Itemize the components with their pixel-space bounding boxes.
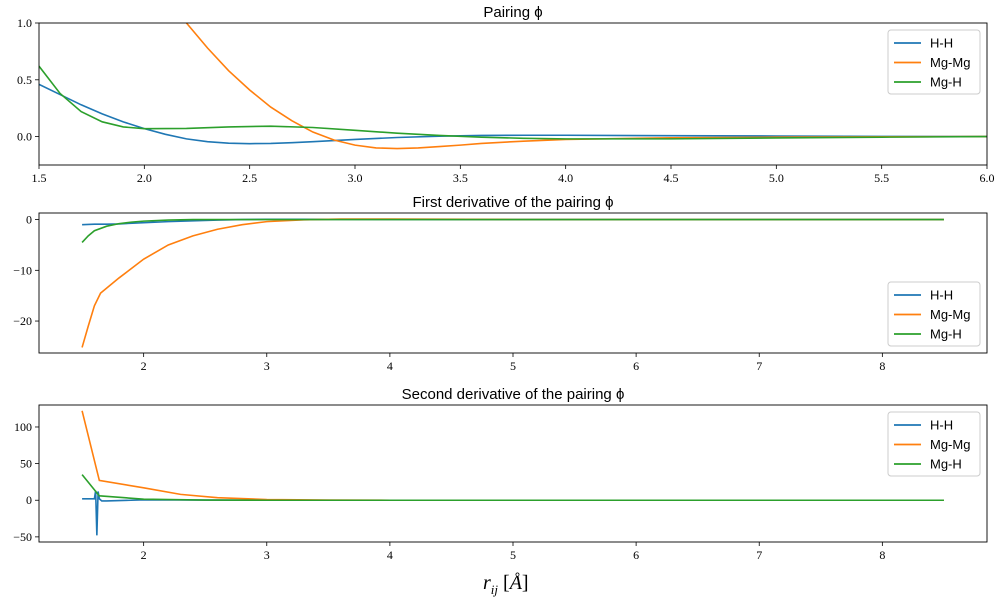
legend-label-mg-mg: Mg-Mg	[930, 55, 970, 70]
legend-label-mg-h: Mg-H	[930, 75, 962, 90]
y-tick-label: −10	[13, 263, 32, 277]
legend: H-H Mg-Mg Mg-H	[887, 411, 981, 477]
legend-label-mg-mg: Mg-Mg	[930, 437, 970, 452]
legend: H-H Mg-Mg Mg-H	[887, 281, 981, 347]
x-tick-label: 6	[633, 359, 639, 373]
x-tick-label: 5.5	[874, 171, 889, 185]
plot-frame	[38, 22, 988, 166]
second-derivative-panel: 2 3 4 5 6 7 8 100 50 0 −50 Second derivative of the…	[13, 386, 988, 562]
x-tick-label: 2	[141, 359, 147, 373]
legend-label-mg-h: Mg-H	[930, 327, 962, 342]
x-tick-label: 5	[510, 548, 516, 562]
x-tick-label: 6.0	[980, 171, 995, 185]
y-tick-label: 0.5	[17, 73, 32, 87]
x-tick-label: 2.0	[137, 171, 152, 185]
legend-label-h-h: H-H	[930, 288, 953, 303]
legend-label-mg-h: Mg-H	[930, 457, 962, 472]
series-line-mg-mg	[81, 410, 944, 502]
series-line-mg-mg	[185, 23, 987, 150]
series-line-mg-mg	[81, 218, 944, 348]
x-tick-label: 6	[633, 548, 639, 562]
y-tick-label: 100	[14, 420, 32, 434]
series-line-mg-h	[39, 65, 987, 140]
y-tick-label: −20	[13, 314, 32, 328]
legend-box	[887, 411, 981, 477]
y-tick-label: 0	[26, 213, 32, 227]
x-tick-label: 3	[264, 548, 270, 562]
legend-label-mg-mg: Mg-Mg	[930, 307, 970, 322]
x-tick-label: 8	[879, 548, 885, 562]
y-tick-label: −50	[13, 530, 32, 544]
series-line-mg-h	[81, 218, 944, 243]
x-tick-label: 7	[756, 359, 762, 373]
x-tick-label: 1.5	[32, 171, 47, 185]
y-tick-label: 0	[26, 493, 32, 507]
legend: H-H Mg-Mg Mg-H	[887, 29, 981, 95]
x-tick-label: 2.5	[242, 171, 257, 185]
x-tick-label: 2	[141, 548, 147, 562]
x-tick-label: 8	[879, 359, 885, 373]
y-tick-label: 1.0	[17, 16, 32, 30]
x-tick-label: 3.5	[453, 171, 468, 185]
pairing-panel: 1.5 2.0 2.5 3.0 3.5 4.0 4.5 5.0 5.5 6.0 0.0 0.5 1.0 P…	[17, 4, 995, 185]
x-tick-label: 5	[510, 359, 516, 373]
legend-label-h-h: H-H	[930, 418, 953, 433]
panel-title: Second derivative of the pairing ϕ	[402, 386, 625, 403]
x-tick-label: 3	[264, 359, 270, 373]
x-tick-label: 4.5	[664, 171, 679, 185]
y-tick-label: 0.0	[17, 130, 32, 144]
x-tick-label: 3.0	[348, 171, 363, 185]
panel-title: First derivative of the pairing ϕ	[413, 194, 614, 211]
x-tick-label: 4	[387, 359, 393, 373]
x-tick-label: 4	[387, 548, 393, 562]
series-line-h-h	[39, 83, 987, 145]
x-tick-label: 5.0	[769, 171, 784, 185]
legend-box	[887, 281, 981, 347]
x-tick-label: 4.0	[558, 171, 573, 185]
legend-box	[887, 29, 981, 95]
y-tick-label: 50	[20, 457, 32, 471]
x-axis-label: rij [Å]	[483, 572, 529, 597]
x-tick-label: 7	[756, 548, 762, 562]
legend-label-h-h: H-H	[930, 36, 953, 51]
plot-frame	[38, 212, 988, 354]
panel-title: Pairing ϕ	[483, 4, 542, 21]
first-derivative-panel: 2 3 4 5 6 7 8 0 −10 −20 First derivative of the pa…	[13, 194, 988, 373]
series-line-mg-h	[81, 474, 944, 502]
plot-frame	[38, 404, 988, 543]
